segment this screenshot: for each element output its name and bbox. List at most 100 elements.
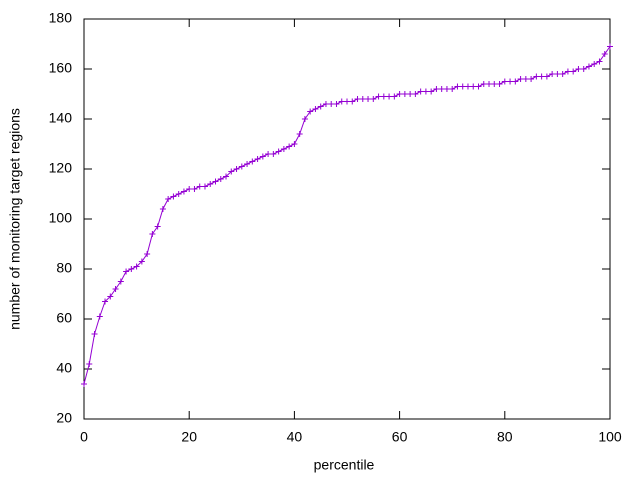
x-tick-label: 0 — [80, 429, 88, 445]
data-point — [244, 161, 251, 167]
data-point — [317, 103, 324, 110]
x-tick-label: 20 — [181, 429, 197, 445]
data-point — [86, 361, 93, 367]
data-point — [443, 86, 450, 92]
data-point — [338, 98, 345, 105]
data-point — [470, 83, 477, 90]
y-axis-label: number of monitoring target regions — [7, 108, 23, 330]
data-point — [154, 223, 161, 230]
data-point — [254, 156, 261, 162]
data-point — [270, 151, 277, 157]
y-tick-label: 120 — [49, 160, 73, 176]
data-point — [391, 93, 398, 100]
y-tick-label: 60 — [56, 310, 72, 326]
data-point — [275, 148, 282, 155]
data-point — [585, 63, 592, 70]
x-tick-label: 100 — [598, 429, 622, 445]
data-point — [459, 83, 466, 90]
data-line — [83, 46, 611, 385]
data-point — [307, 108, 314, 115]
data-point — [564, 68, 571, 75]
data-point — [354, 96, 361, 102]
data-point — [128, 266, 135, 272]
y-tick-label: 40 — [56, 360, 72, 376]
x-tick-label: 60 — [392, 429, 408, 445]
data-point — [217, 176, 224, 182]
data-point — [428, 88, 435, 95]
data-point — [417, 88, 424, 95]
data-point — [538, 73, 545, 80]
data-point — [170, 193, 177, 200]
data-point — [386, 93, 393, 100]
data-point — [496, 81, 503, 87]
data-point — [259, 153, 266, 160]
data-point — [107, 293, 114, 300]
data-point — [570, 68, 577, 75]
data-point — [138, 258, 145, 265]
data-point — [201, 183, 208, 190]
data-point — [196, 183, 203, 190]
data-point — [228, 168, 235, 175]
data-point — [507, 78, 514, 85]
data-point — [265, 151, 272, 157]
data-point — [464, 83, 471, 90]
data-point — [438, 86, 445, 92]
data-point — [112, 286, 119, 292]
data-point — [396, 91, 403, 97]
x-tick-label: 40 — [287, 429, 303, 445]
data-point — [559, 71, 566, 77]
data-point — [102, 298, 109, 305]
data-point — [591, 61, 598, 67]
data-point — [322, 101, 329, 107]
data-point — [159, 206, 166, 212]
y-tick-label: 20 — [56, 410, 72, 426]
data-point — [349, 98, 356, 105]
data-point — [449, 86, 456, 92]
data-point — [517, 76, 524, 82]
y-tick-label: 160 — [49, 60, 73, 76]
data-point — [238, 163, 245, 170]
data-point — [249, 158, 256, 165]
data-point — [144, 251, 151, 257]
data-point — [149, 231, 156, 237]
data-point — [291, 141, 298, 147]
y-tick-label: 80 — [56, 260, 72, 276]
data-point — [407, 91, 414, 97]
x-tick-label: 80 — [497, 429, 513, 445]
data-point — [312, 106, 319, 112]
data-point — [412, 91, 419, 97]
data-point — [328, 101, 335, 107]
data-point — [601, 51, 608, 57]
data-point — [580, 66, 587, 72]
data-point — [81, 381, 87, 387]
data-point — [175, 191, 182, 197]
data-point — [186, 186, 193, 192]
data-point — [433, 86, 440, 92]
data-point — [607, 43, 613, 50]
data-point — [212, 178, 219, 185]
data-point — [475, 83, 482, 90]
data-point — [522, 76, 529, 82]
data-point — [375, 93, 382, 100]
data-point — [123, 268, 130, 275]
data-point — [96, 313, 103, 320]
data-point — [401, 91, 408, 97]
y-tick-label: 100 — [49, 210, 73, 226]
data-point — [528, 76, 535, 82]
data-point — [491, 81, 498, 87]
data-point — [301, 116, 308, 122]
data-point — [543, 73, 550, 80]
data-point — [454, 83, 461, 90]
data-point — [480, 81, 487, 87]
data-point — [180, 188, 187, 195]
y-tick-label: 140 — [49, 110, 73, 126]
data-point — [296, 131, 303, 137]
data-point — [233, 166, 240, 172]
data-point — [575, 66, 582, 72]
data-point — [223, 173, 230, 180]
data-point — [333, 101, 340, 107]
x-axis-label: percentile — [314, 457, 375, 473]
data-point — [422, 88, 429, 95]
data-point — [501, 78, 508, 85]
